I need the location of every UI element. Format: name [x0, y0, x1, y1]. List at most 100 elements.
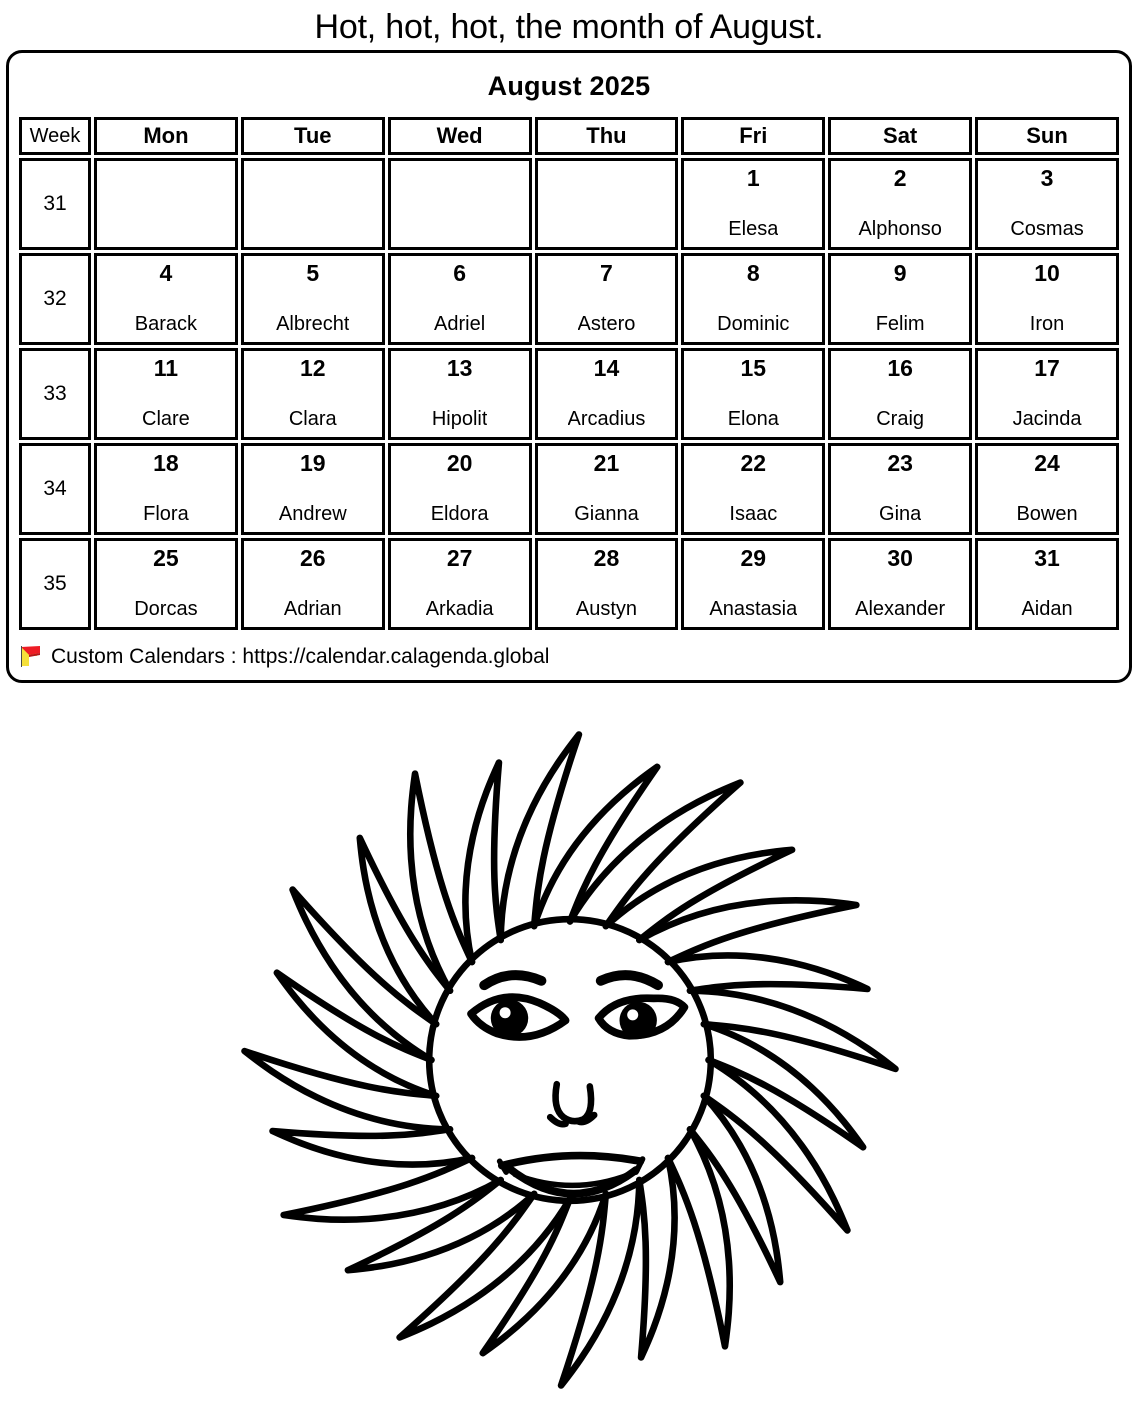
day-number: 6 — [453, 260, 466, 286]
day-number: 4 — [159, 260, 173, 286]
day-name-label: Clara — [288, 409, 337, 429]
sun-ray — [664, 1126, 734, 1350]
day-cell[interactable]: 10 Iron — [975, 253, 1119, 345]
day-name-label: Flora — [143, 504, 189, 524]
day-number: 10 — [1034, 260, 1060, 286]
day-number: 5 — [306, 260, 320, 286]
day-cell[interactable]: 8 Dominic — [681, 253, 826, 345]
sun-ray — [686, 1092, 784, 1286]
day-cell[interactable]: 22 Isaac — [681, 443, 826, 535]
sun-ray — [406, 770, 476, 994]
day-cell-content: 1 Elesa — [684, 161, 822, 247]
day-name-label: Hipolit — [431, 409, 488, 429]
day-cell[interactable]: 31 Aidan — [975, 538, 1119, 630]
sun-with-face-illustration — [240, 700, 900, 1420]
day-cell[interactable]: 16 Craig — [828, 348, 973, 440]
day-name-label: Alphonso — [858, 219, 942, 239]
sun-ray — [686, 987, 899, 1073]
calendar-week-row: 34 18 Flora 19 Andrew 20 Eldora 21 Gianna 22 Isaac… — [19, 443, 1119, 535]
sun-ray — [479, 1190, 610, 1357]
day-number: 26 — [299, 545, 326, 571]
day-number: 8 — [746, 260, 760, 286]
day-cell[interactable]: 17 Jacinda — [975, 348, 1119, 440]
week-number-cell: 31 — [19, 158, 91, 250]
day-name-label: Gianna — [574, 504, 639, 524]
day-number: 29 — [740, 545, 767, 571]
month-title: August 2025 — [487, 71, 651, 101]
day-name-label: Aidan — [1021, 599, 1073, 619]
day-cell[interactable]: 9 Felim — [828, 253, 973, 345]
day-number: 7 — [600, 260, 613, 286]
day-cell-empty — [240, 158, 385, 250]
day-name-label: Clare — [142, 409, 190, 429]
day-number: 27 — [446, 545, 473, 571]
day-cell[interactable]: 30 Alexander — [828, 538, 973, 630]
day-cell[interactable]: 18 Flora — [94, 443, 238, 535]
day-cell[interactable]: 2 Alphonso — [828, 158, 973, 250]
day-cell[interactable]: 4 Barack — [94, 253, 238, 345]
day-cell-content: 12 Clara — [244, 351, 382, 437]
day-cell-content: 2 Alphonso — [831, 161, 969, 247]
day-number: 13 — [446, 355, 473, 381]
day-cell[interactable]: 25 Dorcas — [94, 538, 238, 630]
day-name-label: Anastasia — [709, 599, 798, 619]
day-cell-content: 26 Adrian — [244, 541, 382, 627]
sun-ray — [241, 1047, 454, 1133]
day-cell[interactable]: 3 Cosmas — [975, 158, 1119, 250]
day-cell[interactable]: 19 Andrew — [240, 443, 385, 535]
day-number: 31 — [1034, 545, 1060, 571]
day-header-sun: Sun — [975, 117, 1119, 155]
day-cell[interactable]: 6 Adriel — [387, 253, 532, 345]
day-name-label: Cosmas — [1010, 219, 1084, 239]
day-cell-content: 28 Austyn — [538, 541, 676, 627]
day-cell[interactable]: 14 Arcadius — [534, 348, 679, 440]
day-number: 1 — [746, 165, 760, 191]
calendar-footer: Custom Calendars : https://calendar.cala… — [16, 633, 1122, 671]
day-cell-content: 31 Aidan — [978, 541, 1116, 627]
day-cell[interactable]: 28 Austyn — [534, 538, 679, 630]
day-cell-content: 24 Bowen — [978, 446, 1116, 532]
day-cell[interactable]: 27 Arkadia — [387, 538, 532, 630]
day-cell[interactable]: 24 Bowen — [975, 443, 1119, 535]
day-cell[interactable]: 21 Gianna — [534, 443, 679, 535]
day-cell[interactable]: 20 Eldora — [387, 443, 532, 535]
day-cell-empty — [387, 158, 532, 250]
day-name-label: Adriel — [434, 314, 486, 334]
day-cell[interactable]: 12 Clara — [240, 348, 385, 440]
day-cell[interactable]: 15 Elona — [681, 348, 826, 440]
day-name-label: Felim — [875, 314, 925, 334]
day-number: 17 — [1034, 355, 1060, 381]
day-cell[interactable]: 11 Clare — [94, 348, 238, 440]
day-cell-content: 19 Andrew — [244, 446, 382, 532]
day-cell-content: 27 Arkadia — [391, 541, 529, 627]
day-cell[interactable]: 7 Astero — [534, 253, 679, 345]
day-name-label: Alexander — [855, 599, 946, 619]
day-number: 3 — [1040, 165, 1054, 191]
calendar-week-row: 31 1 Elesa 2 Alphonso 3 Cosmas — [19, 158, 1119, 250]
day-cell[interactable]: 29 Anastasia — [681, 538, 826, 630]
day-cell-empty — [534, 158, 679, 250]
day-cell[interactable]: 5 Albrecht — [240, 253, 385, 345]
day-cell-content: 21 Gianna — [538, 446, 676, 532]
day-cell-content: 3 Cosmas — [978, 161, 1116, 247]
day-name-label: Arcadius — [567, 409, 646, 429]
day-cell-content: 14 Arcadius — [538, 351, 676, 437]
day-header-wed: Wed — [387, 117, 532, 155]
day-header-fri: Fri — [681, 117, 826, 155]
day-name-label: Dominic — [717, 314, 790, 334]
day-cell[interactable]: 1 Elesa — [681, 158, 826, 250]
day-cell-empty — [94, 158, 238, 250]
sun-ray — [700, 1056, 851, 1234]
day-cell[interactable]: 26 Adrian — [240, 538, 385, 630]
sun-ray — [497, 731, 583, 944]
sun-ray — [664, 952, 871, 994]
week-number-cell: 34 — [19, 443, 91, 535]
footer-credit-text: Custom Calendars : https://calendar.cala… — [51, 644, 550, 668]
day-number: 16 — [887, 355, 913, 381]
day-name-label: Eldora — [430, 504, 489, 524]
day-number: 22 — [740, 450, 767, 476]
day-cell[interactable]: 13 Hipolit — [387, 348, 532, 440]
day-cell[interactable]: 23 Gina — [828, 443, 973, 535]
sun-ray — [269, 1126, 476, 1168]
sun-ray — [566, 779, 744, 930]
